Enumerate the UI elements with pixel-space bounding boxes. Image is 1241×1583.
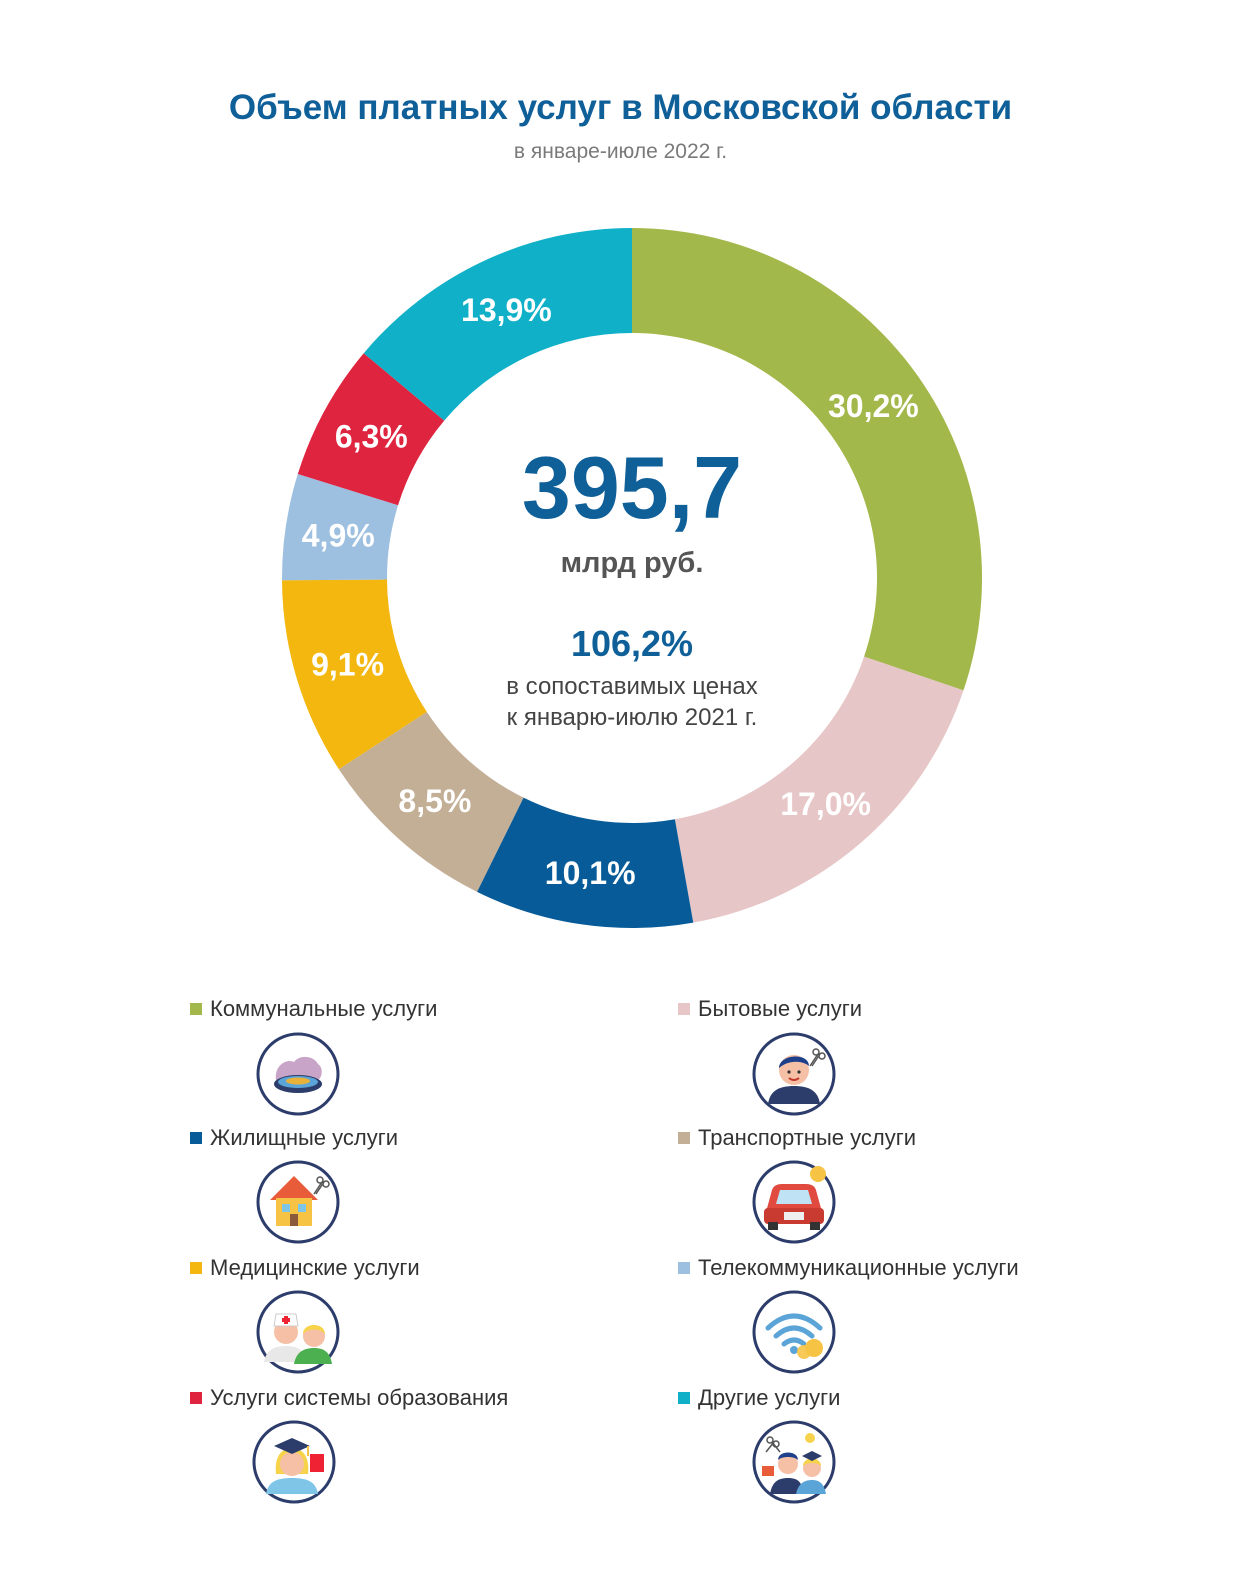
legend-item-transport: Транспортные услуги bbox=[678, 1125, 916, 1151]
legend-item-education: Услуги системы образования bbox=[190, 1385, 508, 1411]
legend-swatch bbox=[678, 1262, 690, 1274]
gas-burner-icon bbox=[256, 1032, 340, 1116]
donut-chart: 30,2% 17,0% 10,1% 8,5% 9,1% 4,9% 6,3% 13,9% 395… bbox=[282, 228, 983, 928]
legend-label: Услуги системы образования bbox=[210, 1385, 509, 1410]
growth-index-caption-line1: в сопоставимых ценах bbox=[506, 673, 757, 700]
slice-label: 6,3% bbox=[335, 419, 408, 455]
legend-item-other: Другие услуги bbox=[678, 1385, 840, 1411]
legend-label: Коммунальные услуги bbox=[210, 996, 438, 1021]
people-services-icon bbox=[752, 1420, 836, 1504]
legend-item-household: Бытовые услуги bbox=[678, 996, 862, 1022]
total-unit: млрд руб. bbox=[561, 547, 704, 579]
total-value: 395,7 bbox=[522, 438, 742, 537]
legend-swatch bbox=[190, 1003, 202, 1015]
donut-slice bbox=[363, 228, 632, 421]
house-icon bbox=[256, 1160, 340, 1244]
graduate-icon bbox=[252, 1420, 336, 1504]
slice-label: 30,2% bbox=[828, 388, 919, 424]
legend-swatch bbox=[678, 1003, 690, 1015]
donut-slice bbox=[282, 474, 399, 581]
legend-swatch bbox=[678, 1392, 690, 1404]
legend-label: Медицинские услуги bbox=[210, 1255, 420, 1280]
legend-swatch bbox=[190, 1132, 202, 1144]
growth-index-caption-line2: к январю-июлю 2021 г. bbox=[507, 704, 758, 731]
growth-index-value: 106,2% bbox=[571, 623, 693, 664]
legend-label: Транспортные услуги bbox=[698, 1125, 917, 1150]
barber-icon bbox=[752, 1032, 836, 1116]
slice-label: 9,1% bbox=[311, 647, 384, 683]
legend-label: Бытовые услуги bbox=[698, 996, 863, 1021]
legend-label: Телекоммуникационные услуги bbox=[698, 1255, 1019, 1280]
legend-swatch bbox=[190, 1392, 202, 1404]
legend-item-telecom: Телекоммуникационные услуги bbox=[678, 1255, 1019, 1281]
page-title: Объем платных услуг в Московской области bbox=[228, 88, 1013, 127]
car-icon bbox=[752, 1160, 836, 1244]
doctor-patient-icon bbox=[256, 1290, 340, 1374]
slice-label: 10,1% bbox=[545, 855, 636, 891]
slice-label: 8,5% bbox=[398, 783, 471, 819]
donut-slice bbox=[674, 656, 964, 923]
legend-item-housing: Жилищные услуги bbox=[190, 1125, 398, 1151]
legend-item-medical: Медицинские услуги bbox=[190, 1255, 420, 1281]
legend-label: Другие услуги bbox=[698, 1385, 841, 1410]
slice-label: 17,0% bbox=[780, 786, 871, 822]
page-subtitle: в январе-июле 2022 г. bbox=[513, 140, 728, 163]
donut-slice bbox=[477, 797, 694, 928]
wifi-icon bbox=[752, 1290, 836, 1374]
donut-slice bbox=[632, 228, 983, 691]
legend-item-communal: Коммунальные услуги bbox=[190, 996, 437, 1022]
legend-swatch bbox=[190, 1262, 202, 1274]
donut-slice bbox=[338, 711, 524, 892]
legend-label: Жилищные услуги bbox=[210, 1125, 399, 1150]
slice-label: 13,9% bbox=[461, 292, 552, 328]
donut-slice bbox=[282, 579, 427, 770]
legend-swatch bbox=[678, 1132, 690, 1144]
donut-slice bbox=[297, 353, 445, 506]
slice-label: 4,9% bbox=[302, 517, 375, 553]
